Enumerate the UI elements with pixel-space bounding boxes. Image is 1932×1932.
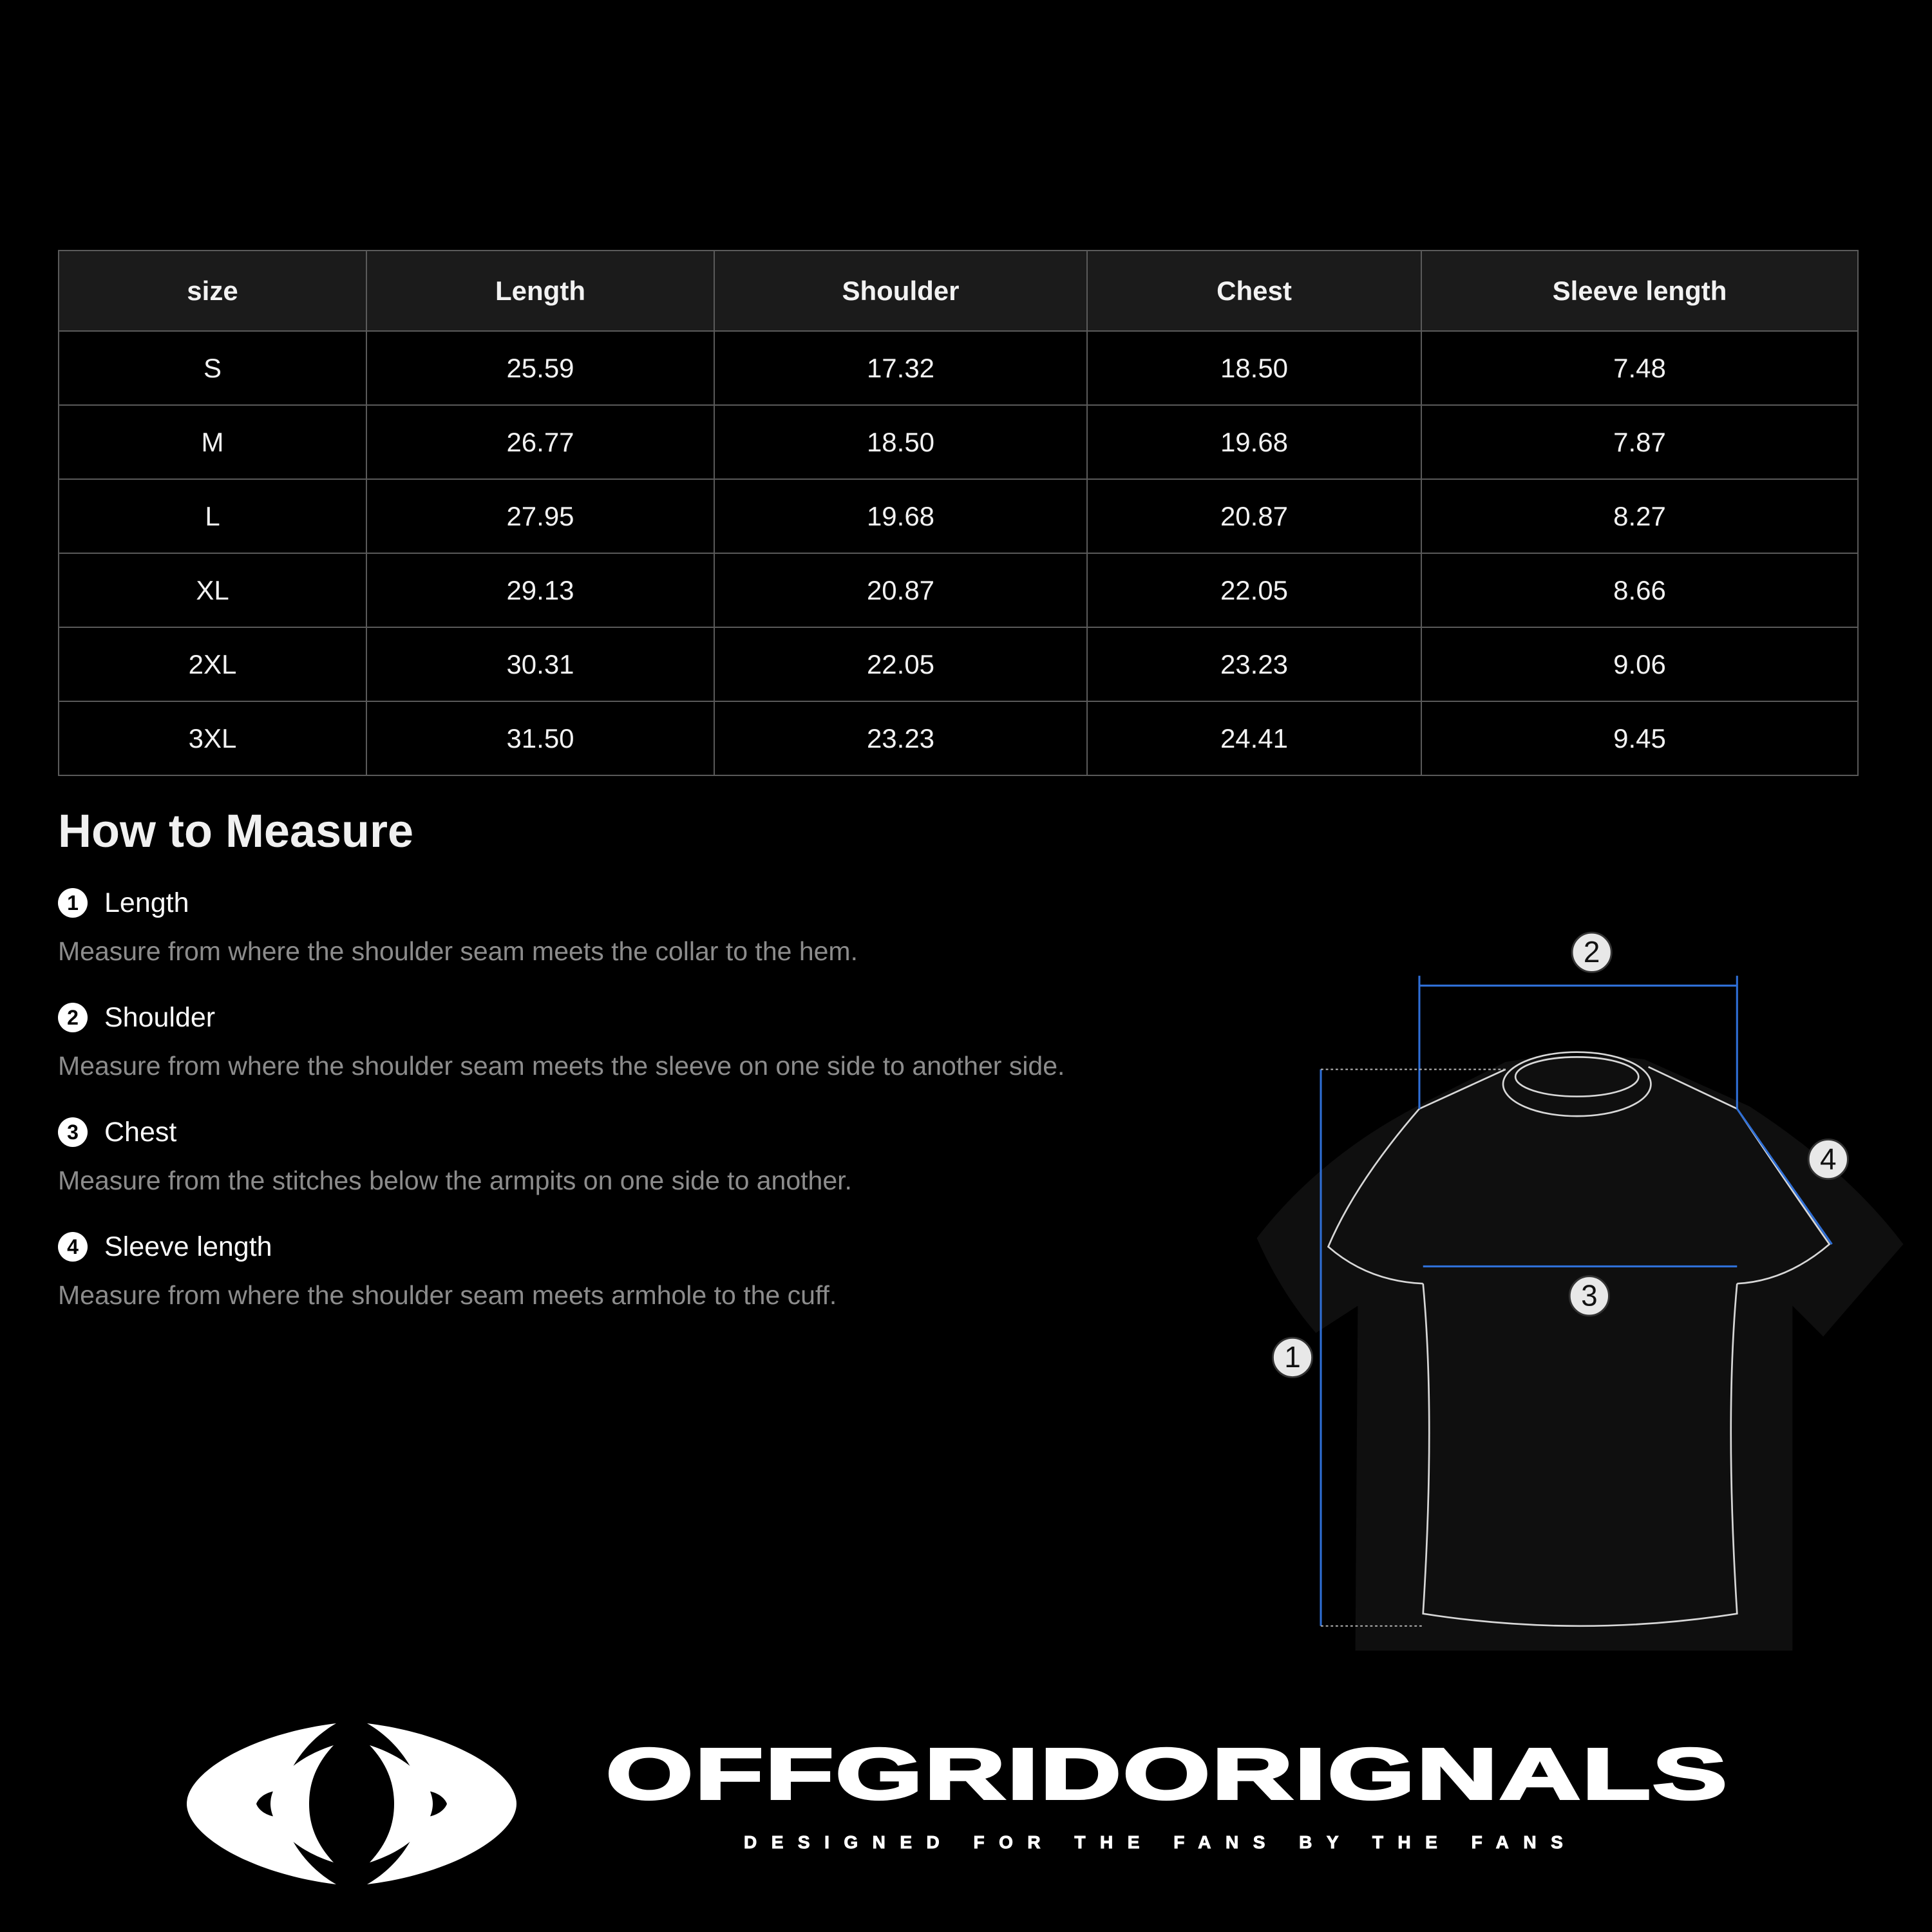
header-length: Length <box>366 250 715 332</box>
marker-label: 4 <box>1820 1142 1837 1175</box>
table-cell-length: 30.31 <box>366 627 715 702</box>
measure-item-title: 1 Length <box>58 884 1217 922</box>
body-side-seams <box>1422 1283 1738 1627</box>
measure-item: 3 Chest Measure from the stitches below th… <box>58 1113 1217 1227</box>
header-sleeve-length: Sleeve length <box>1421 250 1859 332</box>
marker-label: 1 <box>1284 1340 1301 1374</box>
brand-name: OFFGRIDORIGNALS <box>604 1732 1729 1815</box>
table-cell-sleeve-length: 8.66 <box>1421 553 1859 628</box>
how-to-measure-section: How to Measure 1 Length Measure from where… <box>58 805 1217 1342</box>
measure-item-description: Measure from where the shoulder seam mee… <box>58 1280 837 1310</box>
table-cell-length: 27.95 <box>366 478 715 554</box>
measure-item: 1 Length Measure from where the shoulder s… <box>58 884 1217 998</box>
measure-item-description: Measure from where the shoulder seam mee… <box>58 1051 1065 1081</box>
measure-item-label: Sleeve length <box>104 1231 272 1262</box>
table-row: XL 29.13 20.87 22.05 8.66 <box>58 553 1859 628</box>
table-cell-length: 25.59 <box>366 330 715 406</box>
table-cell-size: 2XL <box>58 627 367 702</box>
logo-inner-left <box>270 1745 334 1862</box>
table-row: S 25.59 17.32 18.50 7.48 <box>58 330 1859 406</box>
shoulder-guide <box>1418 976 1738 1109</box>
table-cell-shoulder: 23.23 <box>714 701 1088 776</box>
table-header-row: size Length Shoulder Chest Sleeve length <box>58 250 1859 332</box>
logo-outer-left <box>187 1723 336 1884</box>
marker-label: 2 <box>1584 935 1600 969</box>
brand-tagline: DESIGNED FOR THE FANS BY THE FANS <box>743 1832 1578 1853</box>
measure-item-label: Shoulder <box>104 1001 216 1033</box>
table-cell-size: 3XL <box>58 701 367 776</box>
measure-item-label: Chest <box>104 1116 177 1148</box>
table-cell-chest: 23.23 <box>1086 627 1422 702</box>
table-cell-chest: 19.68 <box>1086 404 1422 480</box>
number-3-icon: 3 <box>58 1117 88 1147</box>
tshirt-body <box>1256 1055 1904 1651</box>
table-cell-size: XL <box>58 553 367 628</box>
brand-logo-icon <box>187 1723 516 1884</box>
length-dotted-guides <box>1320 1068 1506 1627</box>
table-cell-sleeve-length: 7.87 <box>1421 404 1859 480</box>
table-cell-shoulder: 20.87 <box>714 553 1088 628</box>
table-cell-chest: 22.05 <box>1086 553 1422 628</box>
number-4-icon: 4 <box>58 1232 88 1262</box>
table-cell-chest: 20.87 <box>1086 478 1422 554</box>
table-cell-length: 26.77 <box>366 404 715 480</box>
logo-inner-right <box>370 1745 433 1862</box>
table-cell-length: 31.50 <box>366 701 715 776</box>
tshirt-measurement-diagram: 1 2 3 4 <box>1256 931 1904 1651</box>
table-cell-sleeve-length: 9.06 <box>1421 627 1859 702</box>
measure-item-description: Measure from where the shoulder seam mee… <box>58 936 858 966</box>
measure-item-title: 3 Chest <box>58 1113 1217 1151</box>
header-shoulder: Shoulder <box>714 250 1088 332</box>
marker-label: 3 <box>1581 1279 1598 1312</box>
number-2-icon: 2 <box>58 1003 88 1032</box>
marker-1-icon: 1 <box>1271 1336 1314 1378</box>
logo-outer-right <box>367 1723 516 1884</box>
marker-3-icon: 3 <box>1568 1275 1610 1317</box>
measure-item-title: 4 Sleeve length <box>58 1227 1217 1266</box>
measure-item: 2 Shoulder Measure from where the shoulder… <box>58 998 1217 1113</box>
collar-outer <box>1502 1051 1652 1117</box>
header-chest: Chest <box>1086 250 1422 332</box>
table-cell-sleeve-length: 7.48 <box>1421 330 1859 406</box>
size-chart-table: size Length Shoulder Chest Sleeve length… <box>58 250 1859 776</box>
measure-item: 4 Sleeve length Measure from where the sho… <box>58 1227 1217 1342</box>
measure-item-title: 2 Shoulder <box>58 998 1217 1037</box>
header-size: size <box>58 250 367 332</box>
marker-4-icon: 4 <box>1807 1139 1849 1180</box>
table-cell-length: 29.13 <box>366 553 715 628</box>
table-cell-shoulder: 18.50 <box>714 404 1088 480</box>
table-cell-sleeve-length: 8.27 <box>1421 478 1859 554</box>
measure-item-label: Length <box>104 887 189 918</box>
section-title: How to Measure <box>58 806 414 857</box>
table-row: M 26.77 18.50 19.68 7.87 <box>58 404 1859 480</box>
measure-item-description: Measure from the stitches below the armp… <box>58 1166 852 1195</box>
table-cell-size: S <box>58 330 367 406</box>
sleeve-guide <box>1736 1108 1833 1245</box>
table-row: L 27.95 19.68 20.87 8.27 <box>58 478 1859 554</box>
brand-name-text: OFFGRIDORIGNALS <box>604 1732 1729 1815</box>
table-cell-size: L <box>58 478 367 554</box>
collar-inner <box>1514 1056 1640 1097</box>
table-cell-shoulder: 22.05 <box>714 627 1088 702</box>
table-cell-sleeve-length: 9.45 <box>1421 701 1859 776</box>
table-cell-size: M <box>58 404 367 480</box>
table-cell-chest: 24.41 <box>1086 701 1422 776</box>
table-cell-chest: 18.50 <box>1086 330 1422 406</box>
left-armhole-seam <box>1327 1068 1506 1285</box>
number-1-icon: 1 <box>58 888 88 918</box>
table-cell-shoulder: 17.32 <box>714 330 1088 406</box>
marker-2-icon: 2 <box>1571 931 1613 973</box>
table-cell-shoulder: 19.68 <box>714 478 1088 554</box>
table-row: 3XL 31.50 23.23 24.41 9.45 <box>58 701 1859 776</box>
table-row: 2XL 30.31 22.05 23.23 9.06 <box>58 627 1859 702</box>
